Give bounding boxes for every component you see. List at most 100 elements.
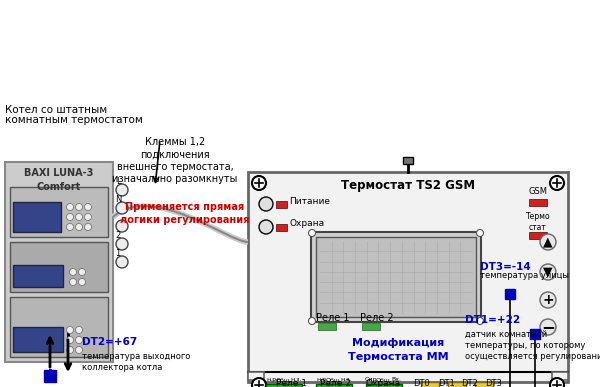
Text: температура выходного
коллектора котла: температура выходного коллектора котла bbox=[82, 352, 190, 372]
Bar bbox=[248, 172, 568, 382]
Circle shape bbox=[79, 269, 86, 276]
Text: н.з.: н.з. bbox=[290, 377, 302, 382]
Text: Питание: Питание bbox=[289, 197, 330, 205]
Text: Общ.: Общ. bbox=[326, 377, 343, 382]
Circle shape bbox=[540, 234, 556, 250]
Circle shape bbox=[476, 317, 484, 325]
Circle shape bbox=[67, 204, 74, 211]
Text: Клеммы 1,2
подключения
внешнего термостата,
изначально разомкнуты: Клеммы 1,2 подключения внешнего термоста… bbox=[112, 137, 238, 184]
Text: GSM: GSM bbox=[529, 187, 548, 197]
Circle shape bbox=[252, 378, 266, 387]
Text: DT0: DT0 bbox=[413, 380, 430, 387]
Bar bbox=[311, 232, 481, 322]
Circle shape bbox=[550, 176, 564, 190]
Text: датчик комнатной
температуры, по которому
осуществляется регулирование: датчик комнатной температуры, по котором… bbox=[465, 330, 600, 361]
Circle shape bbox=[67, 337, 74, 344]
Bar bbox=[421, 382, 439, 387]
Text: Сир.: Сир. bbox=[365, 377, 379, 382]
Text: DT2: DT2 bbox=[461, 380, 478, 387]
Text: н.з.: н.з. bbox=[340, 377, 352, 382]
Circle shape bbox=[308, 229, 316, 236]
Circle shape bbox=[540, 292, 556, 308]
Text: +: + bbox=[542, 293, 554, 307]
Circle shape bbox=[76, 204, 83, 211]
Circle shape bbox=[116, 220, 128, 232]
Circle shape bbox=[67, 224, 74, 231]
Circle shape bbox=[259, 220, 273, 234]
Circle shape bbox=[116, 238, 128, 250]
Circle shape bbox=[550, 378, 564, 387]
Bar bbox=[10, 242, 108, 292]
Bar bbox=[316, 384, 352, 387]
Text: DT3: DT3 bbox=[485, 380, 502, 387]
Bar bbox=[529, 199, 547, 206]
Circle shape bbox=[76, 214, 83, 221]
Bar bbox=[10, 187, 108, 237]
Circle shape bbox=[85, 214, 91, 221]
Text: Применяется прямая
логики регулирования: Применяется прямая логики регулирования bbox=[120, 202, 250, 225]
Text: Реле 1: Реле 1 bbox=[276, 380, 307, 387]
Text: DT3=-14: DT3=-14 bbox=[480, 262, 531, 272]
Text: BAXI LUNA-3
Comfort: BAXI LUNA-3 Comfort bbox=[25, 168, 94, 192]
Bar bbox=[44, 370, 56, 382]
Circle shape bbox=[85, 204, 91, 211]
Text: ▲: ▲ bbox=[543, 236, 553, 248]
Circle shape bbox=[76, 346, 83, 353]
Text: Общ.: Общ. bbox=[376, 377, 392, 382]
Text: Вх.: Вх. bbox=[391, 377, 401, 382]
Bar bbox=[448, 382, 466, 387]
Bar bbox=[13, 327, 63, 352]
Circle shape bbox=[116, 184, 128, 196]
Circle shape bbox=[85, 224, 91, 231]
Circle shape bbox=[79, 279, 86, 286]
Bar bbox=[475, 382, 493, 387]
Bar bbox=[366, 384, 402, 387]
Text: комнатным термостатом: комнатным термостатом bbox=[5, 115, 143, 125]
Text: Котел со штатным: Котел со штатным bbox=[5, 105, 107, 115]
Circle shape bbox=[116, 202, 128, 214]
Bar bbox=[248, 372, 264, 380]
Text: Охрана: Охрана bbox=[289, 219, 324, 228]
Text: температура улицы: температура улицы bbox=[480, 272, 569, 281]
Bar bbox=[316, 237, 476, 317]
Text: Реле 1: Реле 1 bbox=[316, 313, 349, 323]
Bar bbox=[276, 200, 287, 207]
Text: 2: 2 bbox=[115, 231, 121, 240]
Circle shape bbox=[67, 214, 74, 221]
Text: н.р.: н.р. bbox=[316, 377, 328, 382]
Bar bbox=[276, 224, 287, 231]
Text: Модификация
Термостата ММ: Модификация Термостата ММ bbox=[347, 338, 448, 362]
Circle shape bbox=[259, 197, 273, 211]
Text: DT1=+22: DT1=+22 bbox=[465, 315, 520, 325]
Text: Термостат TS2 GSM: Термостат TS2 GSM bbox=[341, 180, 475, 192]
Text: DT2=+67: DT2=+67 bbox=[82, 337, 137, 347]
Text: Охрана: Охрана bbox=[366, 380, 401, 387]
Circle shape bbox=[476, 229, 484, 236]
Circle shape bbox=[67, 346, 74, 353]
Circle shape bbox=[540, 319, 556, 335]
Circle shape bbox=[70, 269, 77, 276]
Bar bbox=[10, 297, 108, 357]
Bar bbox=[13, 202, 61, 232]
Text: N: N bbox=[115, 195, 121, 204]
Text: L: L bbox=[116, 178, 121, 187]
Bar bbox=[552, 372, 568, 380]
Bar bbox=[266, 384, 302, 387]
Circle shape bbox=[308, 317, 316, 325]
Bar bbox=[362, 323, 380, 330]
Text: DT1: DT1 bbox=[438, 380, 455, 387]
Circle shape bbox=[76, 224, 83, 231]
Circle shape bbox=[76, 327, 83, 334]
Text: 1: 1 bbox=[115, 250, 121, 259]
Text: Термо
стат: Термо стат bbox=[526, 212, 550, 232]
Bar bbox=[403, 157, 413, 164]
Bar bbox=[318, 323, 336, 330]
Circle shape bbox=[70, 279, 77, 286]
Circle shape bbox=[76, 337, 83, 344]
Bar bbox=[13, 265, 63, 287]
Bar bbox=[505, 289, 515, 299]
Text: Реле 2: Реле 2 bbox=[360, 313, 394, 323]
Circle shape bbox=[67, 327, 74, 334]
Bar bbox=[529, 232, 547, 239]
Text: Реле 2: Реле 2 bbox=[320, 380, 351, 387]
